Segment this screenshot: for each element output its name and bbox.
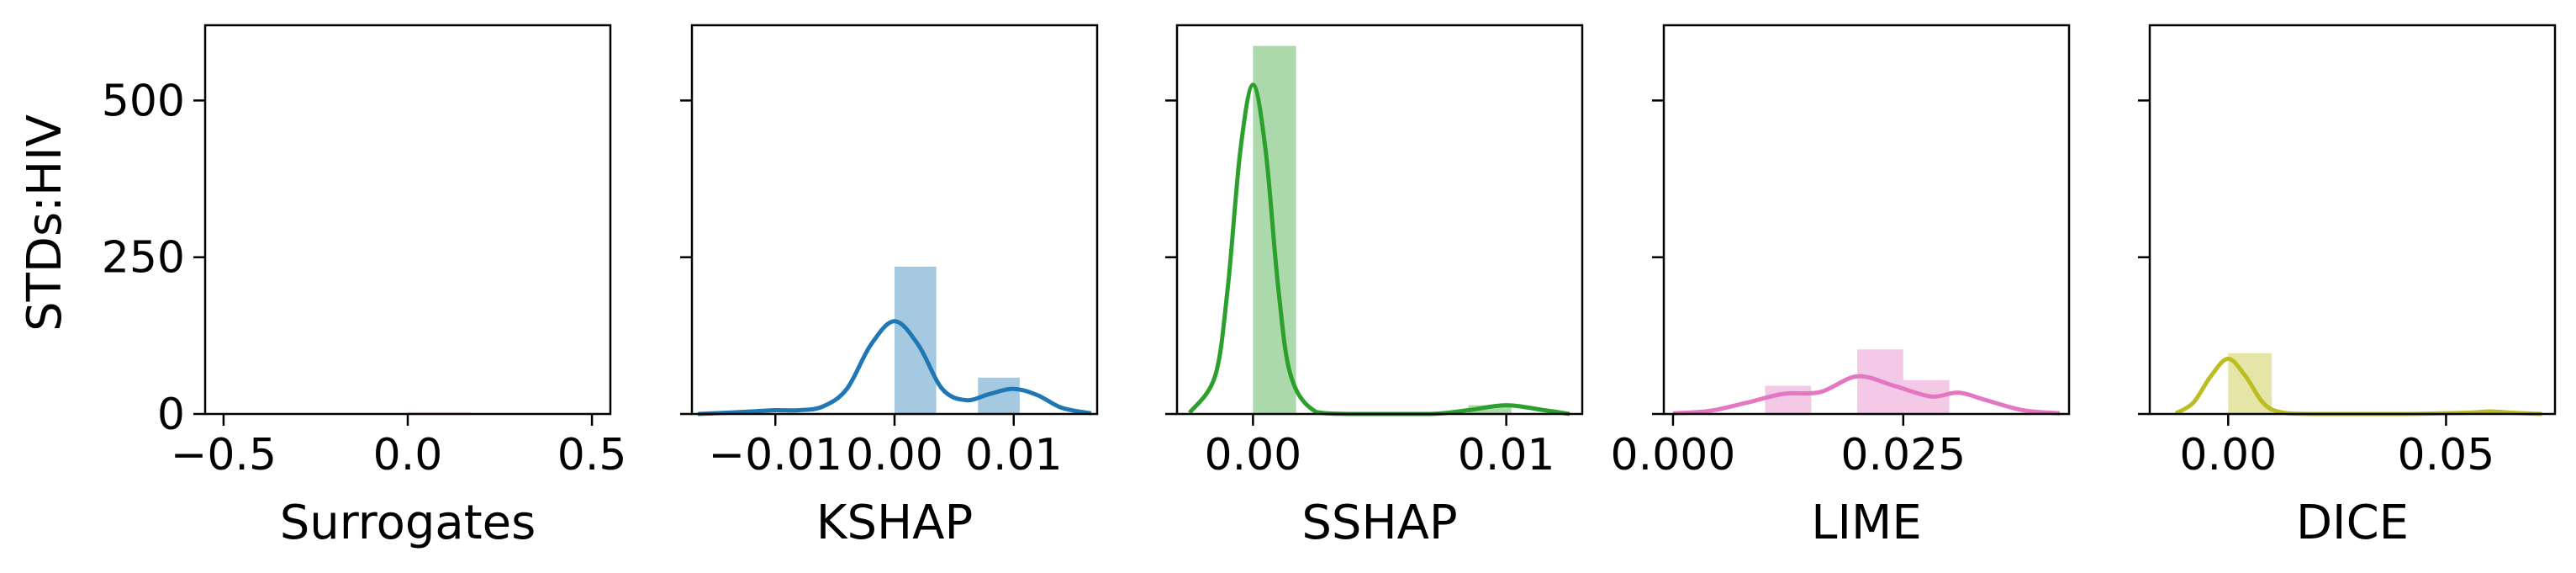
x-tick-label: 0.0 (373, 430, 443, 480)
y-tick-label: 250 (102, 233, 185, 284)
panel-surrogates: −0.5 0.0 0.5 0 250 500 Surrogates (102, 24, 627, 550)
x-tick-label: 0.05 (2398, 430, 2495, 480)
kde-line (697, 319, 1092, 416)
y-tick-label: 500 (102, 76, 185, 126)
x-tick-label: 0.025 (1840, 430, 1966, 480)
histogram-bar (1765, 385, 1812, 414)
x-tick-label: 0.00 (846, 430, 943, 480)
x-axis-label: Surrogates (280, 496, 536, 550)
axes-frame (1175, 24, 1584, 416)
y-axis-label: STDs:HIV (18, 114, 72, 332)
x-tick-label: 0.01 (1458, 430, 1555, 480)
x-axis-label: SSHAP (1301, 496, 1457, 550)
panel-dice: 0.00 0.05 DICE (2138, 24, 2557, 550)
y-tick-label: 0 (157, 390, 185, 440)
kde-line (1672, 374, 2061, 416)
histogram-bar (1468, 405, 1512, 414)
panel-lime: 0.000 0.025 LIME (1611, 24, 2071, 550)
x-axis-label: KSHAP (816, 496, 973, 550)
x-tick-label: 0.01 (965, 430, 1063, 480)
kde-line (1188, 82, 1570, 416)
axes-frame (2148, 24, 2557, 416)
x-tick-label: 0.00 (2179, 430, 2277, 480)
kde-line (2174, 356, 2542, 416)
panel-kshap: −0.01 0.00 0.01 KSHAP (680, 24, 1099, 550)
x-tick-label: −0.5 (171, 430, 277, 480)
axes-frame (1662, 24, 2071, 416)
x-tick-label: 0.5 (557, 430, 627, 480)
x-tick-label: 0.00 (1204, 430, 1301, 480)
x-tick-label: 0.000 (1611, 430, 1736, 480)
x-axis-label: DICE (2296, 496, 2409, 550)
x-tick-label: −0.01 (709, 430, 842, 480)
x-axis-label: LIME (1811, 496, 1921, 550)
